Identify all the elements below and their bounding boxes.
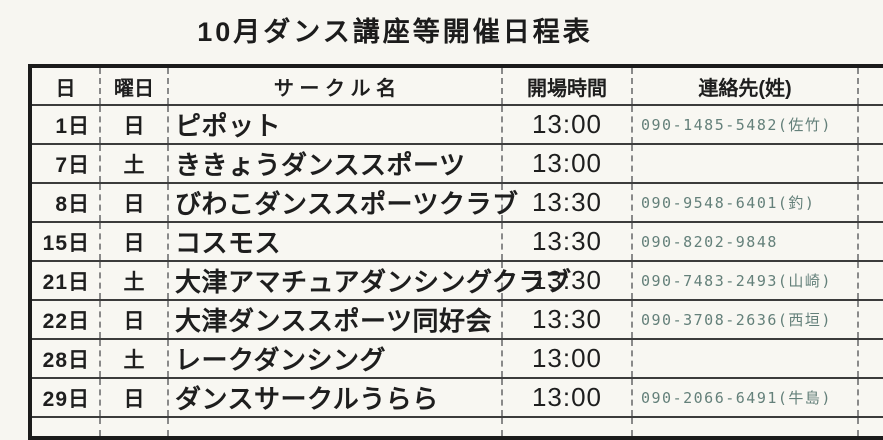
cell-weekday: 日 [100,378,169,418]
cell-weekday: 土 [100,144,169,184]
cell-circle-name: ききょうダンススポーツ [168,144,503,184]
cell-weekday: 土 [100,261,169,301]
cell-circle-name: レークダンシング [168,339,503,379]
cell-extra [858,144,883,184]
cell-contact: 090-7483-2493(山崎) [632,261,859,301]
table-row: 22日 日 大津ダンススポーツ同好会 13:30 090-3708-2636(西… [30,300,883,340]
cell-circle-name: 大津ダンススポーツ同好会 [168,300,503,340]
cell-day: 1日 [30,105,101,145]
cell-weekday: 日 [100,222,169,262]
page-title: 10月ダンス講座等開催日程表 [197,17,593,47]
cell-extra [858,300,883,340]
cell-day: 21日 [30,261,101,301]
table-row: 8日 日 びわこダンススポーツクラブ 13:30 090-9548-6401(釣… [30,183,883,223]
cell-extra [858,339,883,379]
cell-open-time [502,417,633,438]
cell-extra [858,417,883,438]
cell-extra [858,183,883,223]
cell-contact [632,417,859,438]
cell-day [30,417,101,438]
cell-extra [858,378,883,418]
cell-contact [632,339,859,379]
cell-extra [858,222,883,262]
cell-circle-name: ピポット [168,105,503,145]
cell-extra [858,261,883,301]
table-row: 7日 土 ききょうダンススポーツ 13:00 [30,144,883,184]
header-extra [858,66,883,106]
cell-weekday: 土 [100,339,169,379]
cell-weekday: 日 [100,300,169,340]
schedule-table: 日 曜日 サ ー ク ル 名 開場時間 連絡先(姓) 1日 日 ピポット 13:… [28,64,883,440]
cell-open-time: 13:30 [502,261,633,301]
cell-circle-name [168,417,503,438]
cell-circle-name: びわこダンススポーツクラブ [168,183,518,223]
table-row: 15日 日 コスモス 13:30 090-8202-9848 [30,222,883,262]
cell-open-time: 13:30 [502,300,633,340]
cell-open-time: 13:00 [502,378,633,418]
table-row: 28日 土 レークダンシング 13:00 [30,339,883,379]
header-time: 開場時間 [502,66,633,106]
cell-day: 22日 [30,300,101,340]
cell-contact: 090-2066-6491(牛島) [632,378,859,418]
cell-day: 15日 [30,222,101,262]
cell-weekday: 日 [100,183,169,223]
cell-circle-name: ダンスサークルうらら [168,378,503,418]
cell-open-time: 13:30 [502,183,633,223]
table-row: 1日 日 ピポット 13:00 090-1485-5482(佐竹) [30,105,883,145]
cell-day: 29日 [30,378,101,418]
table-row: 29日 日 ダンスサークルうらら 13:00 090-2066-6491(牛島) [30,378,883,418]
cell-open-time: 13:00 [502,144,633,184]
cell-weekday [100,417,169,438]
header-day: 日 [30,66,101,106]
cell-day: 7日 [30,144,101,184]
cell-circle-name: 大津アマチュアダンシングクラブ [168,261,571,301]
cell-contact: 090-1485-5482(佐竹) [632,105,859,145]
cell-day: 28日 [30,339,101,379]
cell-contact: 090-9548-6401(釣) [632,183,859,223]
cell-open-time: 13:00 [502,105,633,145]
header-weekday: 曜日 [100,66,169,106]
cell-open-time: 13:00 [502,339,633,379]
cell-contact [632,144,859,184]
cell-contact: 090-8202-9848 [632,222,859,262]
table-row: 21日 土 大津アマチュアダンシングクラブ 13:30 090-7483-249… [30,261,883,301]
cell-extra [858,105,883,145]
cell-weekday: 日 [100,105,169,145]
table-row-partial [30,417,883,438]
cell-open-time: 13:30 [502,222,633,262]
cell-circle-name: コスモス [168,222,503,262]
cell-contact: 090-3708-2636(西垣) [632,300,859,340]
cell-day: 8日 [30,183,101,223]
header-row: 日 曜日 サ ー ク ル 名 開場時間 連絡先(姓) [30,66,883,106]
header-contact: 連絡先(姓) [632,66,859,106]
header-circle: サ ー ク ル 名 [168,66,503,106]
